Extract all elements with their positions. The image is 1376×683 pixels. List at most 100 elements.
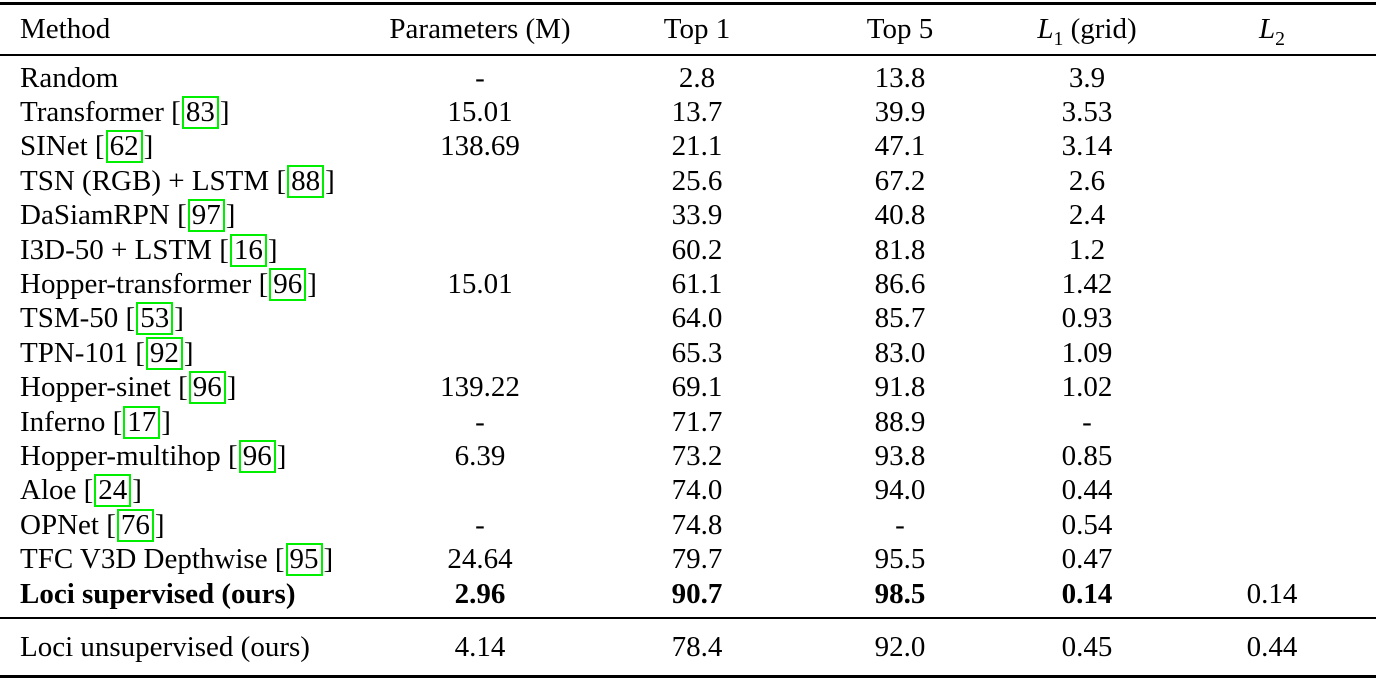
top1-cell: 69.1 — [671, 371, 723, 404]
top5-cell: 13.8 — [874, 61, 926, 94]
top5-cell: 83.0 — [874, 336, 926, 369]
citation-open-bracket: [ — [87, 130, 105, 163]
citation-link[interactable]: 83 — [181, 96, 219, 130]
method-cell: Random — [0, 62, 360, 95]
l2-cell: 0.14 — [1246, 577, 1298, 610]
l1-cell: 1.42 — [1061, 268, 1113, 301]
citation-link[interactable]: 16 — [229, 233, 267, 267]
citation-open-bracket: [ — [269, 164, 287, 197]
top5-cell: 85.7 — [874, 302, 926, 335]
citation-link[interactable]: 17 — [123, 405, 161, 439]
method-name: DaSiamRPN — [20, 199, 170, 232]
method-cell: TPN-101 [92] — [0, 336, 360, 370]
method-cell: SINet [62] — [0, 130, 360, 164]
table-row: DaSiamRPN [97] 33.9 40.8 2.4 — [0, 199, 1376, 233]
top1-cell: 74.0 — [671, 474, 723, 507]
top5-cell: - — [895, 508, 905, 541]
header-l1-grid: L1 (grid) — [1006, 13, 1168, 49]
top1-cell: 78.4 — [671, 630, 723, 663]
citation-link[interactable]: 88 — [287, 164, 325, 198]
l1-cell: 0.47 — [1061, 543, 1113, 576]
citation-link[interactable]: 96 — [269, 268, 307, 302]
citation-open-bracket: [ — [251, 268, 269, 301]
table-row: TFC V3D Depthwise [95] 24.64 79.7 95.5 0… — [0, 542, 1376, 577]
l2-cell: 0.44 — [1246, 630, 1298, 663]
citation-close-bracket: ] — [219, 96, 230, 129]
citation-open-bracket: [ — [127, 336, 145, 369]
citation-open-bracket: [ — [163, 96, 181, 129]
citation-link[interactable]: 24 — [94, 474, 132, 508]
method-name: TSM-50 — [20, 302, 119, 335]
parameters-cell: - — [475, 61, 485, 94]
method-name: TFC V3D Depthwise — [20, 543, 268, 576]
method-cell: TSM-50 [53] — [0, 302, 360, 336]
citation-open-bracket: [ — [76, 474, 94, 507]
header-top1: Top 1 — [663, 13, 731, 45]
method-cell: TSN (RGB) + LSTM [88] — [0, 164, 360, 198]
parameters-cell: 2.96 — [454, 577, 506, 610]
citation: [96] — [251, 268, 317, 302]
citation-close-bracket: ] — [183, 336, 194, 369]
citation-close-bracket: ] — [323, 543, 334, 576]
citation-link[interactable]: 62 — [105, 130, 143, 164]
method-name: Hopper-multihop — [20, 439, 221, 472]
method-name: OPNet — [20, 508, 99, 541]
citation-link[interactable]: 96 — [238, 439, 276, 473]
citation-link[interactable]: 92 — [145, 336, 183, 370]
table-row: I3D-50 + LSTM [16] 60.2 81.8 1.2 — [0, 233, 1376, 267]
citation-open-bracket: [ — [267, 543, 285, 576]
citation-close-bracket: ] — [226, 371, 237, 404]
top1-cell: 71.7 — [671, 405, 723, 438]
l1-cell: 2.6 — [1068, 164, 1106, 197]
table-bottom-rule — [0, 675, 1376, 679]
method-name: Hopper-transformer — [20, 268, 252, 301]
parameters-cell: 24.64 — [447, 543, 513, 576]
method-name: TPN-101 — [20, 336, 128, 369]
citation: [16] — [212, 233, 278, 267]
table-row: Aloe [24] 74.0 94.0 0.44 — [0, 474, 1376, 508]
method-name: Aloe — [20, 474, 77, 507]
method-name: Inferno — [20, 405, 106, 438]
top1-cell: 33.9 — [671, 199, 723, 232]
top5-cell: 88.9 — [874, 405, 926, 438]
method-name: SINet — [20, 130, 88, 163]
parameters-cell: 6.39 — [454, 439, 506, 472]
top5-cell: 93.8 — [874, 439, 926, 472]
citation-link[interactable]: 76 — [116, 508, 154, 542]
method-cell: Transformer [83] — [0, 96, 360, 130]
header-l2: L2 — [1168, 13, 1376, 49]
l1-cell: 3.14 — [1061, 130, 1113, 163]
top5-cell: 95.5 — [874, 543, 926, 576]
citation-link[interactable]: 96 — [188, 371, 226, 405]
top1-cell: 21.1 — [671, 130, 723, 163]
method-cell: Hopper-multihop [96] — [0, 439, 360, 473]
citation-open-bracket: [ — [98, 508, 116, 541]
method-name: TSN (RGB) + LSTM — [20, 164, 270, 197]
table-row: Loci supervised (ours) 2.96 90.7 98.5 0.… — [0, 577, 1376, 611]
method-name: Loci unsupervised (ours) — [20, 630, 310, 663]
citation-close-bracket: ] — [225, 199, 236, 232]
l1-cell: 1.02 — [1061, 371, 1113, 404]
citation-link[interactable]: 95 — [285, 543, 323, 577]
citation-open-bracket: [ — [118, 302, 136, 335]
citation-link[interactable]: 53 — [136, 302, 174, 336]
l1-cell: 1.09 — [1061, 336, 1113, 369]
l1-cell: - — [1082, 405, 1092, 438]
top5-cell: 91.8 — [874, 371, 926, 404]
method-cell: I3D-50 + LSTM [16] — [0, 233, 360, 267]
method-name: I3D-50 + LSTM — [20, 233, 212, 266]
top1-cell: 73.2 — [671, 439, 723, 472]
method-cell: Aloe [24] — [0, 474, 360, 508]
top1-cell: 79.7 — [671, 543, 723, 576]
top5-cell: 98.5 — [874, 577, 926, 610]
top5-cell: 81.8 — [874, 233, 926, 266]
top1-cell: 74.8 — [671, 508, 723, 541]
citation-link[interactable]: 97 — [187, 199, 225, 233]
top5-cell: 94.0 — [874, 474, 926, 507]
method-cell: Loci unsupervised (ours) — [0, 631, 360, 664]
method-cell: Hopper-sinet [96] — [0, 371, 360, 405]
top5-cell: 86.6 — [874, 268, 926, 301]
l1-cell: 0.14 — [1061, 577, 1113, 610]
method-name: Transformer — [20, 96, 164, 129]
